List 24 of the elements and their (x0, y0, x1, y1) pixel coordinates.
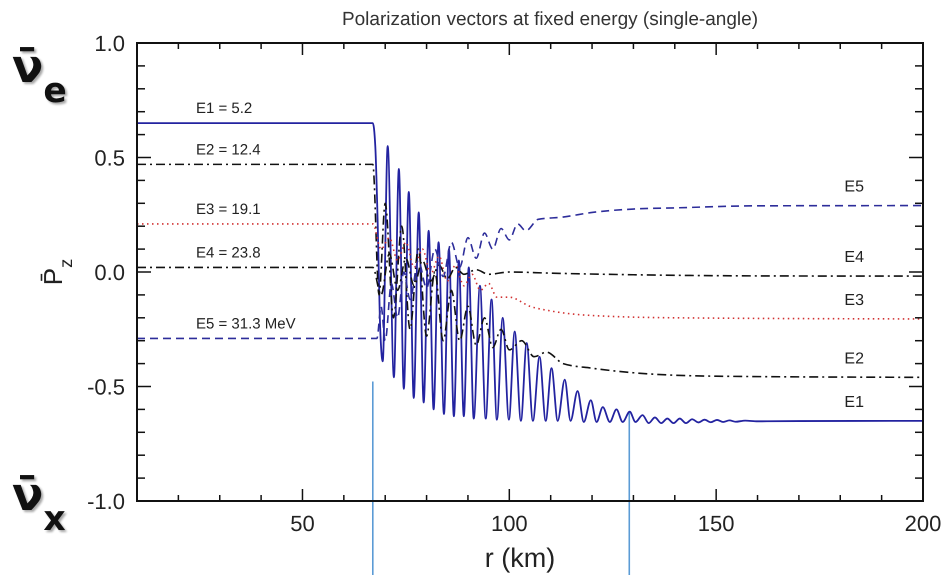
series-label: E3 (844, 292, 864, 309)
series-label: E1 (844, 394, 864, 411)
x-tick-label: 200 (904, 511, 942, 536)
series-label: E4 (844, 249, 864, 266)
text: ν̄$_{x}$ (12, 467, 66, 539)
x-tick-label: 50 (290, 511, 315, 536)
annotation: E5 = 31.3 MeV (196, 315, 296, 332)
y-tick-label: -0.5 (87, 374, 125, 400)
text: ν̄$_{e}$ (12, 39, 67, 111)
annotation: E1 = 5.2 (196, 100, 252, 118)
y-tick-label: 0.0 (94, 260, 125, 285)
y-tick-label: 0.5 (94, 146, 125, 170)
x-tick-label: 150 (698, 511, 735, 536)
x-tick-label: 100 (490, 511, 528, 536)
chart-title: Polarization vectors at fixed energy (single-angle) (342, 9, 758, 30)
line-series (137, 122, 923, 424)
annotation: E4 = 23.8 (196, 244, 261, 262)
y-tick-label: -1.0 (87, 489, 125, 514)
series-label: E2 (844, 350, 864, 368)
series-label: E5 (844, 178, 864, 196)
annotation: E3 = 19.1 (196, 200, 261, 218)
annotation: E2 = 12.4 (196, 141, 261, 158)
x-axis-title: r (km) (484, 543, 556, 573)
y-tick-label: 1.0 (94, 31, 125, 56)
